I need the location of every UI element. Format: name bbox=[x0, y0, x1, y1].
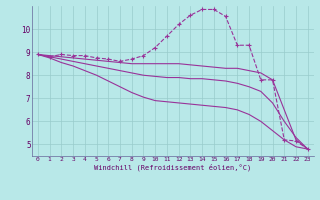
X-axis label: Windchill (Refroidissement éolien,°C): Windchill (Refroidissement éolien,°C) bbox=[94, 164, 252, 171]
